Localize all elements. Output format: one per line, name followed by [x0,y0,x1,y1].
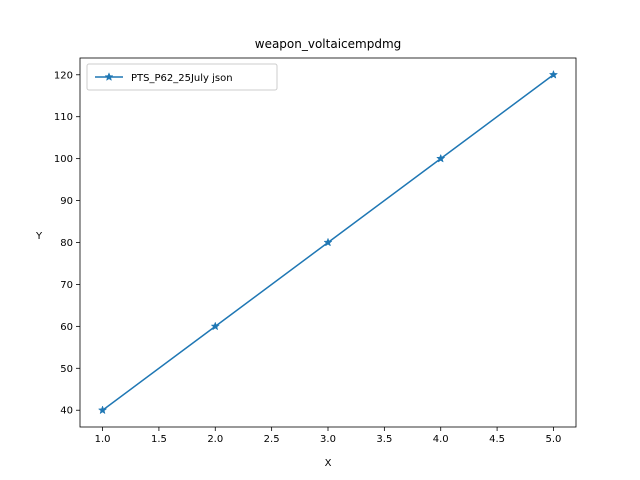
data-point-marker [323,237,333,247]
data-point-marker [97,405,108,415]
y-tick-label: 60 [60,322,73,333]
x-tick-label: 1.5 [151,434,167,445]
x-tick-label: 3.0 [320,434,336,445]
x-tick-label: 1.0 [95,434,111,445]
x-tick-label: 2.0 [207,434,223,445]
y-axis-ticks: 40 50 60 70 80 90 100 110 120 [54,70,80,417]
y-tick-label: 90 [60,196,73,207]
series-layer [97,69,559,415]
x-tick-label: 2.5 [264,434,280,445]
legend: PTS_P62_25July json [86,63,278,91]
legend-star-marker [104,72,114,81]
y-tick-label: 50 [60,364,73,375]
y-tick-label: 100 [54,154,73,165]
legend-entry-label: PTS_P62_25July json [131,73,233,84]
y-tick-label: 40 [60,406,73,417]
data-point-marker [210,321,220,331]
y-tick-label: 120 [54,70,73,81]
y-tick-label: 110 [54,112,73,123]
legend-box [86,63,278,91]
data-point-marker [436,153,446,163]
y-tick-label: 70 [60,280,73,291]
y-axis-label: Y [35,231,43,242]
x-tick-label: 3.5 [376,434,392,445]
plot-area-frame [79,57,577,428]
x-axis-ticks: 1.0 1.5 2.0 2.5 3.0 3.5 4.0 4.5 5.0 [95,427,562,445]
x-tick-label: 5.0 [546,434,562,445]
chart-title: weapon_voltaicempdmg [255,37,402,51]
x-tick-label: 4.0 [433,434,449,445]
y-tick-label: 80 [60,238,73,249]
data-point-marker [548,69,559,79]
x-axis-label: X [325,458,332,469]
x-tick-label: 4.5 [489,434,505,445]
